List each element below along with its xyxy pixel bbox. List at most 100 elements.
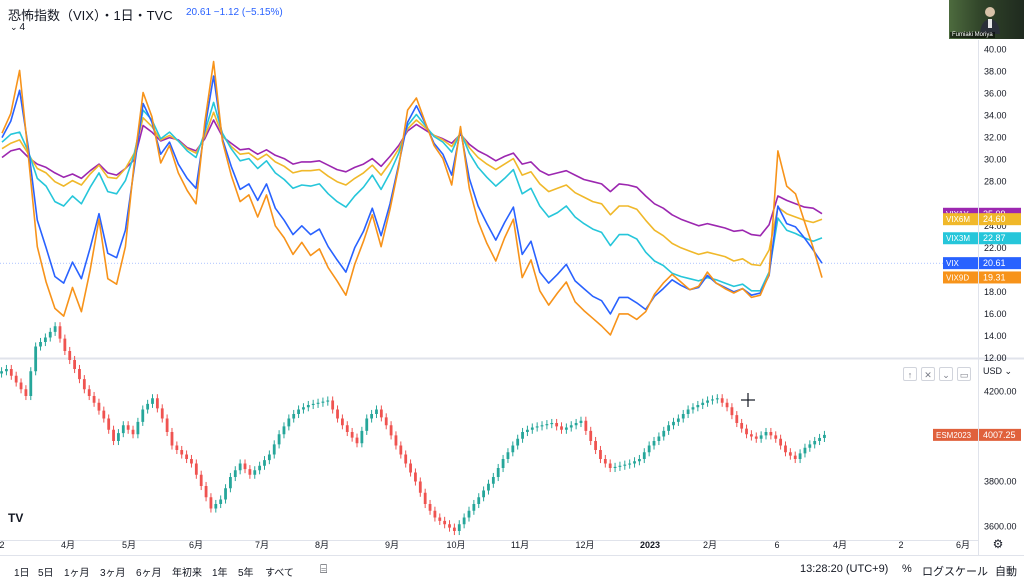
candle-body bbox=[141, 409, 145, 422]
candle-body bbox=[691, 407, 695, 410]
series-line-vix9d[interactable] bbox=[1, 60, 823, 336]
candle-body bbox=[496, 468, 500, 477]
series-tag-name-vix9d bbox=[943, 271, 978, 284]
series-tag-name-vix6m bbox=[943, 213, 978, 226]
candle-body bbox=[282, 426, 286, 435]
candle-body bbox=[618, 465, 622, 467]
series-line-vix1y[interactable] bbox=[1, 119, 823, 237]
candle-body bbox=[793, 455, 797, 459]
chart-canvas[interactable]: 40.00 38.00 36.00 34.00 32.00 30.00 28.00 24.00… bbox=[0, 0, 1024, 555]
candle-body bbox=[526, 429, 529, 432]
minimize-icon[interactable]: ⌄ bbox=[939, 367, 953, 381]
series-tag-name-text: VIX6M bbox=[946, 215, 970, 224]
auto-scale-toggle[interactable]: 自動 bbox=[995, 566, 1017, 578]
candle-body bbox=[472, 504, 476, 511]
series-line-vix[interactable] bbox=[1, 75, 823, 315]
timeframe-3m-button[interactable]: 3ヶ月 bbox=[100, 568, 126, 579]
candle-body bbox=[784, 445, 787, 453]
indicator-collapse-button[interactable]: ⌄ 4 bbox=[6, 22, 29, 33]
candle-body bbox=[657, 436, 661, 441]
candle-body bbox=[277, 434, 281, 445]
candle-body bbox=[696, 405, 700, 408]
candle-body bbox=[248, 469, 252, 475]
candle-body bbox=[584, 420, 588, 431]
candle-body bbox=[482, 490, 486, 498]
settings-icon[interactable]: ⚙ bbox=[993, 537, 1004, 551]
candle-body bbox=[662, 430, 666, 437]
maximize-icon[interactable]: ▭ bbox=[957, 367, 971, 381]
candle-body bbox=[711, 399, 714, 401]
candle-body bbox=[170, 432, 174, 446]
candle-body bbox=[204, 486, 208, 498]
upper-axis-tick-label: 34.00 bbox=[984, 111, 1007, 121]
candle-body bbox=[730, 407, 734, 416]
timeframe-6m-button[interactable]: 6ヶ月 bbox=[136, 568, 162, 579]
arrow-up-icon[interactable]: ↑ bbox=[903, 367, 917, 381]
date-range-icon[interactable]: ⌸ bbox=[320, 562, 328, 576]
candle-body bbox=[633, 461, 636, 464]
timeframe-ytd-button[interactable]: 年初来 bbox=[172, 568, 202, 579]
candle-body bbox=[102, 410, 106, 419]
close-icon[interactable]: ✕ bbox=[921, 367, 935, 381]
candle-body bbox=[603, 459, 607, 464]
candle-body bbox=[623, 464, 627, 466]
candle-body bbox=[43, 337, 47, 342]
time-axis-label: 10月 bbox=[446, 540, 465, 550]
timeframe-1m-button[interactable]: 1ヶ月 bbox=[64, 568, 90, 579]
lower-axis-tick-label: 3600.00 bbox=[984, 522, 1017, 532]
symbol-title[interactable]: 恐怖指数（VIX）・1日・TVC bbox=[8, 8, 173, 23]
time-axis-label: 12月 bbox=[575, 540, 594, 550]
candle-body bbox=[326, 400, 330, 402]
series-line-vix3m[interactable] bbox=[1, 101, 823, 292]
candle-body bbox=[336, 409, 339, 419]
candle-body bbox=[740, 423, 744, 429]
candle-body bbox=[667, 425, 671, 431]
esm-tag-name bbox=[933, 428, 978, 441]
candle-body bbox=[530, 427, 534, 430]
candle-body bbox=[491, 477, 495, 484]
candle-body bbox=[418, 481, 422, 493]
candle-body bbox=[63, 338, 67, 351]
candle-body bbox=[803, 447, 807, 454]
candle-body bbox=[360, 430, 364, 444]
esm-tag-value bbox=[979, 428, 1021, 441]
candle-body bbox=[706, 400, 709, 403]
candle-body bbox=[676, 418, 680, 422]
clock-readout[interactable]: 13:28:20 (UTC+9) bbox=[800, 563, 889, 575]
candle-body bbox=[404, 454, 408, 464]
timeframe-5d-button[interactable]: 5日 bbox=[38, 568, 54, 579]
candle-body bbox=[701, 402, 705, 405]
percent-toggle[interactable]: % bbox=[902, 563, 912, 575]
time-axis-label: 8月 bbox=[315, 540, 329, 550]
candle-body bbox=[151, 398, 154, 404]
candle-body bbox=[24, 389, 28, 396]
candle-body bbox=[155, 398, 159, 409]
series-tag-value-text: 20.61 bbox=[983, 258, 1006, 268]
timeframe-all-button[interactable]: すべて bbox=[265, 568, 294, 579]
candle-body bbox=[243, 463, 247, 470]
candle-body bbox=[720, 398, 724, 403]
currency-label[interactable]: USD ⌄ bbox=[983, 366, 1013, 376]
candle-body bbox=[399, 445, 403, 455]
series-line-vix6m[interactable] bbox=[1, 111, 823, 267]
candle-body bbox=[774, 435, 778, 439]
candle-body bbox=[813, 441, 817, 445]
timeframe-1y-button[interactable]: 1年 bbox=[212, 568, 228, 579]
candle-body bbox=[642, 452, 646, 459]
series-tag-value-vix3m bbox=[979, 232, 1021, 245]
candle-body bbox=[121, 425, 125, 434]
candle-body bbox=[263, 460, 266, 466]
candle-body bbox=[749, 434, 753, 437]
series-tag-value-vix9d bbox=[979, 271, 1021, 284]
candle-body bbox=[180, 450, 184, 455]
candle-body bbox=[39, 342, 42, 347]
timeframe-1d-button[interactable]: 1日 bbox=[14, 568, 30, 579]
timeframe-5y-button[interactable]: 5年 bbox=[238, 568, 254, 579]
candle-body bbox=[209, 497, 213, 509]
symbol-value-readout: 20.61 −1.12 (−5.15%) bbox=[186, 7, 283, 18]
candle-body bbox=[375, 409, 378, 414]
log-scale-toggle[interactable]: ログスケール bbox=[922, 566, 988, 578]
candle-body bbox=[92, 396, 96, 403]
candle-body bbox=[302, 407, 305, 410]
upper-axis-tick-label: 16.00 bbox=[984, 309, 1007, 319]
